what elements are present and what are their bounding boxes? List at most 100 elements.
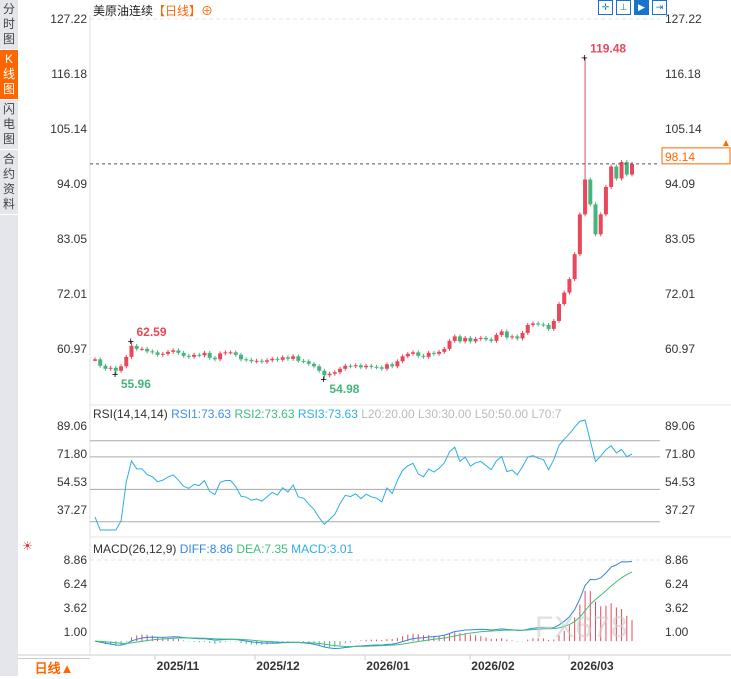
candle-body (285, 357, 290, 359)
y-tick-left: 72.01 (57, 287, 87, 301)
candle-body (463, 337, 468, 342)
macd-tick-left: 8.86 (64, 553, 88, 567)
zoom-range-icon[interactable]: ⊥ (616, 0, 631, 15)
y-tick-right: 83.05 (665, 232, 695, 246)
candle-body (384, 364, 389, 369)
candle-body (457, 336, 462, 342)
candle-body (364, 365, 369, 368)
extreme-marker: + (127, 336, 133, 348)
tab-kline[interactable]: K线图 (0, 50, 18, 100)
candle-body (619, 162, 624, 179)
candle-body (280, 357, 285, 360)
candle-body (515, 336, 520, 339)
candle-body (562, 292, 567, 305)
candle-body (405, 353, 410, 357)
candle-body (577, 214, 582, 255)
candle-body (98, 359, 103, 366)
candle-body (598, 214, 603, 235)
price-annotation: 62.59 (136, 325, 166, 339)
x-tick-label: 2026/03 (570, 659, 614, 673)
rsi-tick-left: 54.53 (57, 475, 87, 489)
candle-body (186, 355, 191, 357)
candle-body (119, 366, 124, 371)
candle-body (218, 353, 223, 360)
candle-body (93, 359, 97, 361)
period-label[interactable]: 【日线】 (153, 4, 202, 18)
candle-body (129, 345, 134, 357)
tab-intraday[interactable]: 分时图 (0, 0, 18, 50)
candle-body (244, 359, 249, 361)
candle-body (624, 162, 629, 175)
y-tick-right: 60.97 (665, 342, 695, 356)
candle-body (416, 352, 421, 356)
crosshair-icon[interactable]: ✛ (598, 0, 613, 15)
candle-body (171, 350, 176, 352)
sidebar: 分时图 K线图 闪电图 合约资料 (0, 0, 18, 676)
candle-body (353, 365, 358, 367)
y-tick-left: 105.14 (50, 122, 87, 136)
candle-body (478, 337, 483, 339)
candle-body (374, 366, 379, 368)
candle-body (588, 179, 593, 205)
candle-body (395, 361, 400, 367)
y-tick-left: 127.22 (50, 12, 87, 26)
extreme-marker: + (112, 369, 118, 381)
candle-body (238, 354, 243, 360)
candle-body (327, 373, 332, 376)
l20-value: L20:20.00 (361, 407, 415, 421)
candle-body (567, 279, 572, 293)
extreme-marker: + (320, 374, 326, 386)
settings-sun-icon[interactable]: ☀ (22, 539, 33, 553)
chart-title: 美原油连续【日线】⊕ (93, 2, 213, 19)
candle-body (609, 166, 614, 187)
candle-body (494, 334, 499, 341)
candle-body (212, 357, 217, 360)
tab-contract-info[interactable]: 合约资料 (0, 150, 18, 215)
candle-body (108, 367, 113, 369)
macd-tick-right: 1.00 (665, 625, 689, 639)
rsi-tick-left: 71.80 (57, 447, 87, 461)
candle-body (421, 355, 426, 357)
move-right-icon[interactable]: ⇥ (652, 0, 667, 15)
candle-body (192, 354, 197, 357)
candle-body (437, 351, 442, 354)
candle-body (254, 360, 259, 362)
candle-body (311, 363, 316, 367)
macd-title: MACD(26,12,9) (93, 542, 177, 556)
candle-body (593, 204, 598, 235)
candle-body (176, 350, 181, 353)
play-icon[interactable]: ▶ (634, 0, 649, 15)
candle-body (301, 360, 306, 362)
macd-tick-right: 8.86 (665, 553, 689, 567)
candle-body (332, 372, 337, 374)
candle-body (520, 332, 525, 339)
diff-value: DIFF:8.86 (179, 542, 234, 556)
candle-body (160, 353, 165, 355)
candle-body (541, 324, 546, 326)
x-tick-label: 2025/12 (256, 659, 300, 673)
period-selector[interactable]: 日线▲ (18, 658, 90, 677)
rsi-tick-right: 89.06 (665, 419, 695, 433)
candle-body (442, 348, 447, 352)
candle-body (139, 348, 144, 350)
candle-body (489, 339, 494, 341)
tab-flash[interactable]: 闪电图 (0, 100, 18, 150)
last-price-label: 98.14 (665, 150, 695, 164)
rsi-tick-right: 54.53 (665, 475, 695, 489)
candle-body (400, 356, 405, 362)
circle-plus-icon[interactable]: ⊕ (201, 4, 214, 18)
candle-body (202, 352, 207, 356)
rsi-legend: RSI(14,14,14) RSI1:73.63 RSI2:73.63 RSI3… (93, 407, 561, 421)
rsi-tick-right: 37.27 (665, 503, 695, 517)
candle-body (322, 370, 327, 376)
candle-body (614, 166, 619, 179)
y-tick-left: 83.05 (57, 232, 87, 246)
rsi-title: RSI(14,14,14) (93, 407, 168, 421)
candle-body (504, 331, 509, 338)
rsi3-value: RSI3:73.63 (297, 407, 358, 421)
extreme-marker: + (581, 53, 587, 65)
candle-body (369, 365, 374, 367)
candle-body (296, 356, 301, 361)
candle-body (181, 352, 186, 356)
